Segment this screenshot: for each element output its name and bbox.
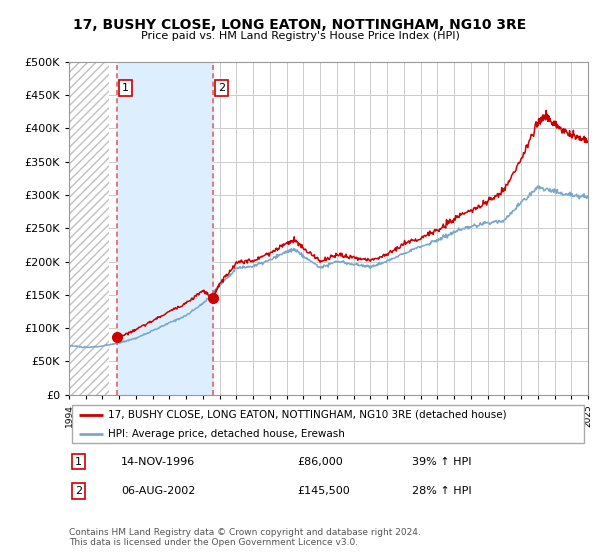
Text: 28% ↑ HPI: 28% ↑ HPI [412,486,471,496]
Text: Contains HM Land Registry data © Crown copyright and database right 2024.
This d: Contains HM Land Registry data © Crown c… [69,528,421,547]
Text: HPI: Average price, detached house, Erewash: HPI: Average price, detached house, Erew… [108,429,345,439]
Text: 17, BUSHY CLOSE, LONG EATON, NOTTINGHAM, NG10 3RE (detached house): 17, BUSHY CLOSE, LONG EATON, NOTTINGHAM,… [108,409,506,419]
Text: 2: 2 [75,486,82,496]
Bar [117,62,213,395]
Text: 2: 2 [218,83,225,94]
FancyBboxPatch shape [71,405,584,443]
Text: 06-AUG-2002: 06-AUG-2002 [121,486,195,496]
Text: 1: 1 [75,456,82,466]
Text: 39% ↑ HPI: 39% ↑ HPI [412,456,471,466]
Text: 14-NOV-1996: 14-NOV-1996 [121,456,195,466]
Text: Price paid vs. HM Land Registry's House Price Index (HPI): Price paid vs. HM Land Registry's House … [140,31,460,41]
Text: £86,000: £86,000 [298,456,343,466]
Text: £145,500: £145,500 [298,486,350,496]
Text: 1: 1 [122,83,129,94]
Text: 17, BUSHY CLOSE, LONG EATON, NOTTINGHAM, NG10 3RE: 17, BUSHY CLOSE, LONG EATON, NOTTINGHAM,… [73,18,527,32]
